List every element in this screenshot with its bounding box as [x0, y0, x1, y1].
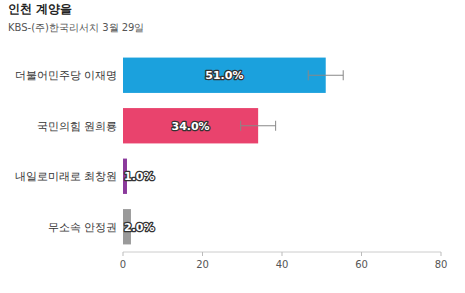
data-label: 51.0% [205, 69, 243, 82]
tick-mark [202, 252, 203, 256]
bars [123, 58, 343, 245]
error-bar [308, 70, 343, 80]
chart-svg: 인천 계양을 KBS-(주)한국리서치 3월 29일 0 20 40 60 80 더불어민주당… [0, 0, 465, 293]
subtitle: KBS-(주)한국리서치 3월 29일 [8, 22, 144, 33]
tick-mark [361, 252, 362, 256]
data-label: 2.0% [124, 221, 155, 234]
error-cap [240, 121, 241, 131]
tick-label: 0 [120, 259, 126, 270]
error-cap [275, 121, 276, 131]
tick-mark [441, 252, 442, 256]
tick-label: 20 [196, 259, 209, 270]
tick-label: 60 [355, 259, 368, 270]
error-cap [308, 70, 309, 80]
tick-mark [123, 252, 124, 256]
chart-container: 인천 계양을 KBS-(주)한국리서치 3월 29일 0 20 40 60 80 더불어민주당… [0, 0, 465, 293]
tick-label: 40 [276, 259, 289, 270]
error-line [241, 125, 276, 126]
category-label: 내일로미래로 최창원 [15, 170, 118, 183]
category-label: 더불어민주당 이재명 [15, 69, 118, 82]
tick-label: 80 [435, 259, 448, 270]
category-label: 국민의힘 원희룡 [37, 120, 118, 133]
bar [123, 58, 326, 93]
data-label: 1.0% [124, 170, 155, 183]
title: 인천 계양을 [8, 2, 72, 16]
data-label: 34.0% [171, 120, 209, 133]
tick-mark [282, 252, 283, 256]
error-line [308, 75, 343, 76]
error-cap [343, 70, 344, 80]
bar [123, 108, 258, 143]
error-bar [241, 121, 276, 131]
category-label: 무소속 안정권 [48, 221, 118, 234]
